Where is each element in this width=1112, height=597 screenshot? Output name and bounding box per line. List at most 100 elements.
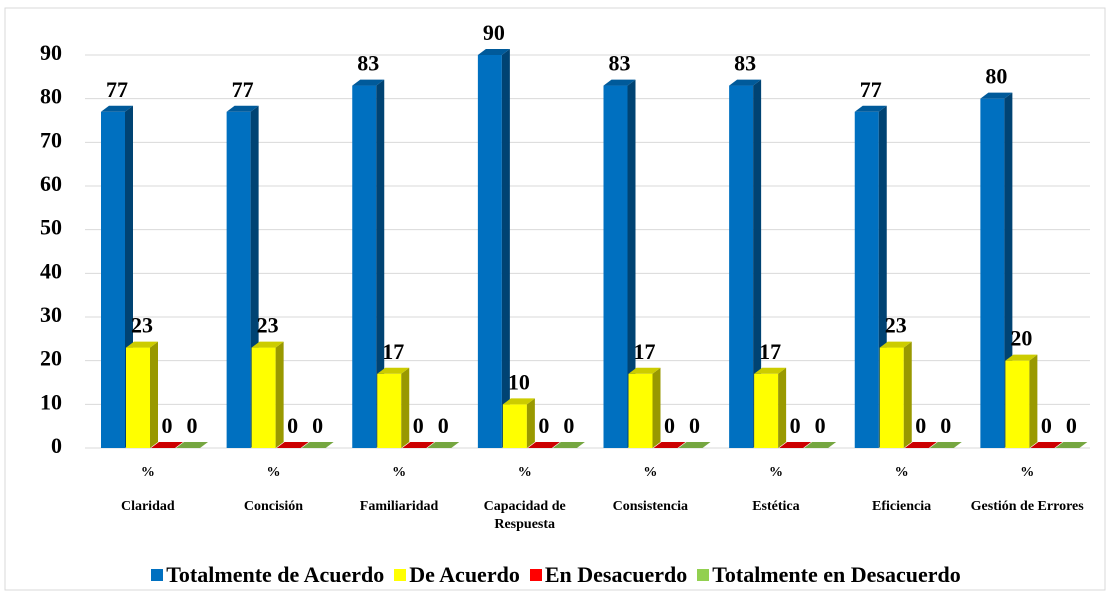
bar-front xyxy=(251,347,276,448)
value-label: 23 xyxy=(257,313,279,338)
y-tick-label: 10 xyxy=(40,389,62,414)
legend-item: De Acuerdo xyxy=(394,562,520,588)
bar-top xyxy=(552,442,585,448)
value-label: 23 xyxy=(885,313,907,338)
value-label: 77 xyxy=(860,77,882,102)
bar xyxy=(804,442,837,448)
bar-top xyxy=(1055,442,1088,448)
bar-front xyxy=(628,373,653,448)
value-label: 83 xyxy=(357,51,379,76)
legend-label: Totalmente de Acuerdo xyxy=(166,562,385,587)
legend-item: Totalmente en Desacuerdo xyxy=(697,562,961,588)
bar-front xyxy=(477,55,502,448)
legend-label: Totalmente en Desacuerdo xyxy=(712,562,961,587)
bar-front xyxy=(126,347,150,448)
bar-front xyxy=(603,85,628,449)
bar xyxy=(251,341,284,448)
legend-swatch xyxy=(151,569,164,581)
bar-top xyxy=(477,49,510,55)
value-label: 0 xyxy=(187,413,198,438)
bar xyxy=(628,367,661,448)
bar-top xyxy=(101,105,133,112)
bar-side xyxy=(1029,354,1038,448)
bar-top xyxy=(678,442,711,448)
x-unit-label: % xyxy=(1020,465,1035,480)
y-tick-label: 90 xyxy=(40,40,62,65)
bar-top xyxy=(628,367,661,374)
bar-top xyxy=(352,79,385,86)
bar-top xyxy=(879,341,912,348)
x-tick-label: Claridad xyxy=(120,499,175,514)
bar-top xyxy=(176,442,208,448)
bar-top xyxy=(929,442,962,448)
bar-front xyxy=(352,85,377,449)
bar xyxy=(779,442,812,448)
bar xyxy=(527,442,560,448)
value-label: 0 xyxy=(689,413,700,438)
bar-top xyxy=(276,442,309,448)
bar-side xyxy=(778,367,787,448)
value-label: 77 xyxy=(106,77,128,102)
bar-side xyxy=(753,79,762,449)
bar-top xyxy=(126,341,158,348)
bar-top xyxy=(653,442,686,448)
legend-swatch xyxy=(697,569,710,581)
value-label: 0 xyxy=(815,413,826,438)
legend-swatch xyxy=(394,569,407,581)
bar-front xyxy=(377,373,402,448)
value-label: 17 xyxy=(759,339,781,364)
value-label: 90 xyxy=(483,20,505,45)
bar-front xyxy=(854,111,879,449)
value-label: 0 xyxy=(790,413,801,438)
y-tick-label: 70 xyxy=(40,127,62,152)
bar-top xyxy=(427,442,460,448)
legend-item: En Desacuerdo xyxy=(529,562,687,588)
legend: Totalmente de Acuerdo De Acuerdo En Desacu… xyxy=(0,562,1112,588)
bar-front xyxy=(729,85,754,449)
y-tick-label: 30 xyxy=(40,302,62,327)
bar xyxy=(1055,442,1088,448)
bar-front xyxy=(226,111,251,449)
value-label: 0 xyxy=(1066,413,1077,438)
x-tick-label: Concisión xyxy=(243,499,303,514)
bar xyxy=(754,367,787,448)
bar xyxy=(929,442,962,448)
value-label: 10 xyxy=(508,369,530,394)
value-label: 0 xyxy=(312,413,323,438)
value-label: 0 xyxy=(438,413,449,438)
x-unit-label: % xyxy=(643,465,658,480)
bar xyxy=(603,79,636,449)
bar-front xyxy=(980,98,1005,449)
value-label: 0 xyxy=(1041,413,1052,438)
bar xyxy=(729,79,762,449)
x-unit-label: % xyxy=(266,465,281,480)
y-tick-label: 50 xyxy=(40,215,62,240)
x-tick-label: Consistencia xyxy=(612,499,689,514)
bar xyxy=(678,442,711,448)
bar-top xyxy=(729,79,762,86)
bar-top xyxy=(527,442,560,448)
x-tick-label: Eficiencia xyxy=(872,499,932,514)
x-unit-label: % xyxy=(140,465,155,480)
bar xyxy=(402,442,435,448)
bar xyxy=(101,105,133,449)
bar xyxy=(904,442,937,448)
x-tick-label: Estética xyxy=(752,499,800,514)
x-unit-label: % xyxy=(392,465,407,480)
bar-front xyxy=(879,347,904,448)
bar-top xyxy=(754,367,787,374)
x-tick-label: Familiaridad xyxy=(359,499,439,514)
bar xyxy=(653,442,686,448)
legend-label: De Acuerdo xyxy=(409,562,520,587)
y-tick-label: 0 xyxy=(51,433,62,458)
bar-top xyxy=(1030,442,1063,448)
y-tick-label: 80 xyxy=(40,84,62,109)
x-unit-label: % xyxy=(768,465,783,480)
value-label: 0 xyxy=(287,413,298,438)
bar-front xyxy=(101,111,125,449)
bar-top xyxy=(377,367,410,374)
x-unit-label: % xyxy=(517,465,532,480)
bar-top xyxy=(804,442,837,448)
